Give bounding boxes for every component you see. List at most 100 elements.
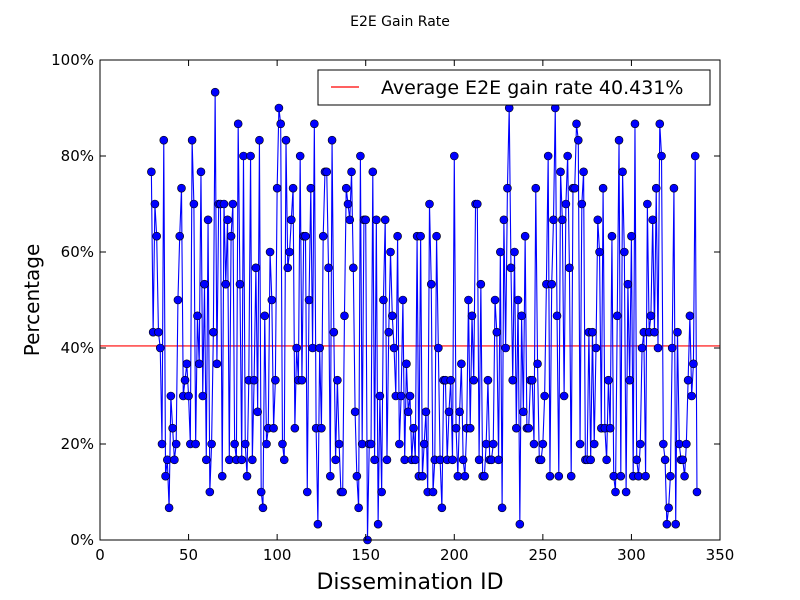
data-point: [155, 343, 165, 353]
data-point: [426, 279, 436, 289]
data-point: [161, 471, 170, 481]
data-point: [577, 199, 587, 209]
data-point: [533, 359, 542, 369]
data-point: [552, 311, 562, 321]
data-point: [464, 295, 473, 305]
data-point: [287, 215, 296, 225]
data-point: [154, 327, 163, 337]
x-tick-label: 0: [95, 546, 105, 564]
data-point: [221, 279, 231, 289]
data-point: [579, 167, 588, 177]
data-point: [650, 327, 659, 337]
data-point: [177, 183, 186, 193]
data-point: [265, 247, 275, 257]
data-point: [510, 247, 519, 257]
data-point: [474, 455, 484, 465]
data-point: [386, 247, 395, 257]
data-point: [501, 343, 510, 353]
data-point: [540, 391, 549, 401]
data-point: [692, 487, 702, 497]
data-point: [345, 215, 355, 225]
data-point: [586, 455, 595, 465]
data-point: [673, 327, 682, 337]
legend-label-average: Average E2E gain rate 40.431%: [381, 77, 683, 99]
data-point: [685, 311, 695, 321]
data-point: [421, 407, 431, 417]
data-point: [235, 279, 245, 289]
data-point: [573, 135, 583, 145]
data-point: [217, 471, 227, 481]
data-point: [524, 423, 533, 433]
data-point: [152, 231, 161, 241]
data-point: [588, 327, 597, 337]
data-point: [527, 375, 537, 385]
y-tick-label: 80%: [61, 147, 94, 165]
data-point: [428, 487, 438, 497]
data-point: [372, 215, 381, 225]
data-point: [531, 183, 541, 193]
data-point: [251, 263, 261, 273]
data-point: [278, 439, 287, 449]
data-point: [593, 215, 603, 225]
data-point: [150, 199, 160, 209]
data-point: [411, 455, 420, 465]
x-tick-label: 250: [529, 546, 558, 564]
data-point: [572, 119, 581, 129]
data-point: [660, 455, 670, 465]
y-tick-label: 0%: [70, 531, 94, 549]
data-point: [170, 455, 179, 465]
data-point: [538, 439, 548, 449]
data-point: [591, 343, 601, 353]
data-point: [384, 327, 394, 337]
data-point: [304, 295, 314, 305]
data-point: [543, 151, 553, 161]
x-tick-label: 50: [179, 546, 198, 564]
data-point: [380, 215, 390, 225]
plot-area-frame: [99, 59, 721, 541]
data-point: [467, 311, 477, 321]
data-point: [387, 311, 397, 321]
data-point: [368, 167, 378, 177]
data-point: [356, 151, 365, 161]
data-point: [164, 503, 174, 513]
data-point: [256, 487, 266, 497]
data-point: [237, 455, 247, 465]
data-point: [465, 423, 475, 433]
y-tick-label: 60%: [61, 243, 94, 261]
data-point: [258, 503, 268, 513]
data-point: [230, 439, 239, 449]
data-point: [196, 167, 206, 177]
data-point: [226, 231, 236, 241]
data-point: [614, 135, 624, 145]
data-point: [327, 135, 337, 145]
data-point: [331, 455, 340, 465]
data-point: [209, 327, 218, 337]
data-point: [398, 295, 408, 305]
data-point: [281, 135, 291, 145]
data-point: [605, 423, 615, 433]
data-point: [157, 439, 167, 449]
data-point: [347, 167, 356, 177]
data-point: [212, 359, 222, 369]
data-point: [488, 439, 498, 449]
data-point: [301, 231, 310, 241]
data-point: [549, 215, 558, 225]
data-point: [310, 119, 319, 129]
data-point: [389, 343, 399, 353]
data-point: [276, 119, 285, 129]
data-point: [669, 183, 679, 193]
data-point: [184, 391, 193, 401]
data-point: [657, 151, 666, 161]
data-point: [682, 439, 691, 449]
data-point: [324, 263, 333, 273]
data-point: [271, 375, 280, 385]
data-point: [570, 183, 580, 193]
data-point: [260, 311, 270, 321]
data-point: [350, 407, 360, 417]
data-point: [418, 471, 427, 481]
data-point: [395, 439, 404, 449]
data-point: [659, 439, 668, 449]
data-point: [545, 471, 555, 481]
data-point: [554, 471, 564, 481]
